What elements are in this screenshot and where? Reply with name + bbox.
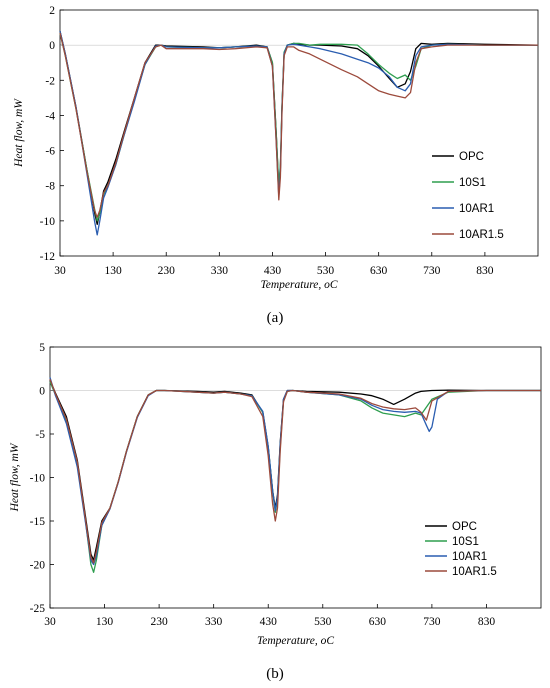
y-tick-label: -4 — [45, 110, 55, 122]
legend-label: 10AR1.5 — [452, 566, 497, 578]
y-tick-label: -25 — [30, 603, 46, 615]
y-axis-label: Heat flow, mW — [9, 442, 21, 512]
legend-label: 10S1 — [459, 177, 486, 189]
legend-label: 10S1 — [452, 536, 479, 548]
x-tick-label: 830 — [478, 616, 496, 628]
x-tick-label: 830 — [476, 265, 494, 277]
x-tick-label: 430 — [260, 616, 278, 628]
y-tick-label: 0 — [49, 40, 55, 52]
series-line-10ar1-5 — [49, 378, 541, 564]
plot-frame — [59, 9, 539, 257]
x-tick-label: 230 — [150, 616, 168, 628]
y-tick-label: -10 — [30, 473, 46, 485]
panel-label: (a) — [267, 310, 284, 326]
chart-panel-a: 2 0 -2 -4 -6 -8 -10 -12 30 130 230 330 430 530 630 730 8… — [13, 5, 539, 326]
x-tick-label: 730 — [423, 265, 441, 277]
x-tick-label: 630 — [369, 616, 387, 628]
x-tick-label: 30 — [54, 265, 66, 277]
x-tick-label: 530 — [317, 265, 335, 277]
x-tick-label: 430 — [264, 265, 282, 277]
series-line-10s1 — [59, 32, 538, 222]
x-axis-label: Temperature, oC — [260, 279, 337, 291]
legend-label: 10AR1.5 — [459, 229, 504, 241]
legend-label: 10AR1 — [459, 203, 494, 215]
legend-label: OPC — [452, 521, 477, 533]
y-tick-label: 0 — [39, 386, 45, 398]
x-tick-label: 530 — [314, 616, 332, 628]
y-tick-label: -2 — [45, 75, 55, 87]
y-axis-label: Heat flow, mW — [13, 98, 25, 168]
legend-label: OPC — [459, 151, 484, 163]
y-tick-label: -12 — [40, 251, 56, 263]
y-tick-label: 2 — [49, 5, 55, 17]
x-tick-label: 730 — [423, 616, 441, 628]
y-tick-label: -15 — [30, 516, 46, 528]
y-tick-label: -6 — [45, 146, 55, 158]
y-tick-label: 5 — [39, 342, 45, 354]
series-line-10ar1-5 — [59, 32, 538, 218]
y-tick-label: -5 — [35, 429, 45, 441]
series-line-opc — [59, 30, 539, 226]
x-tick-label: 330 — [211, 265, 229, 277]
x-axis-label: Temperature, oC — [257, 635, 334, 647]
series-line-opc — [49, 379, 541, 561]
x-tick-label: 30 — [44, 616, 56, 628]
x-tick-label: 230 — [158, 265, 176, 277]
y-tick-label: -20 — [30, 560, 46, 572]
y-tick-label: -10 — [40, 216, 56, 228]
x-tick-label: 330 — [205, 616, 223, 628]
x-tick-label: 130 — [104, 265, 122, 277]
x-tick-label: 630 — [370, 265, 388, 277]
x-tick-label: 130 — [96, 616, 114, 628]
legend-label: 10AR1 — [452, 551, 487, 563]
y-tick-label: -8 — [45, 181, 55, 193]
panel-label: (b) — [266, 666, 284, 682]
